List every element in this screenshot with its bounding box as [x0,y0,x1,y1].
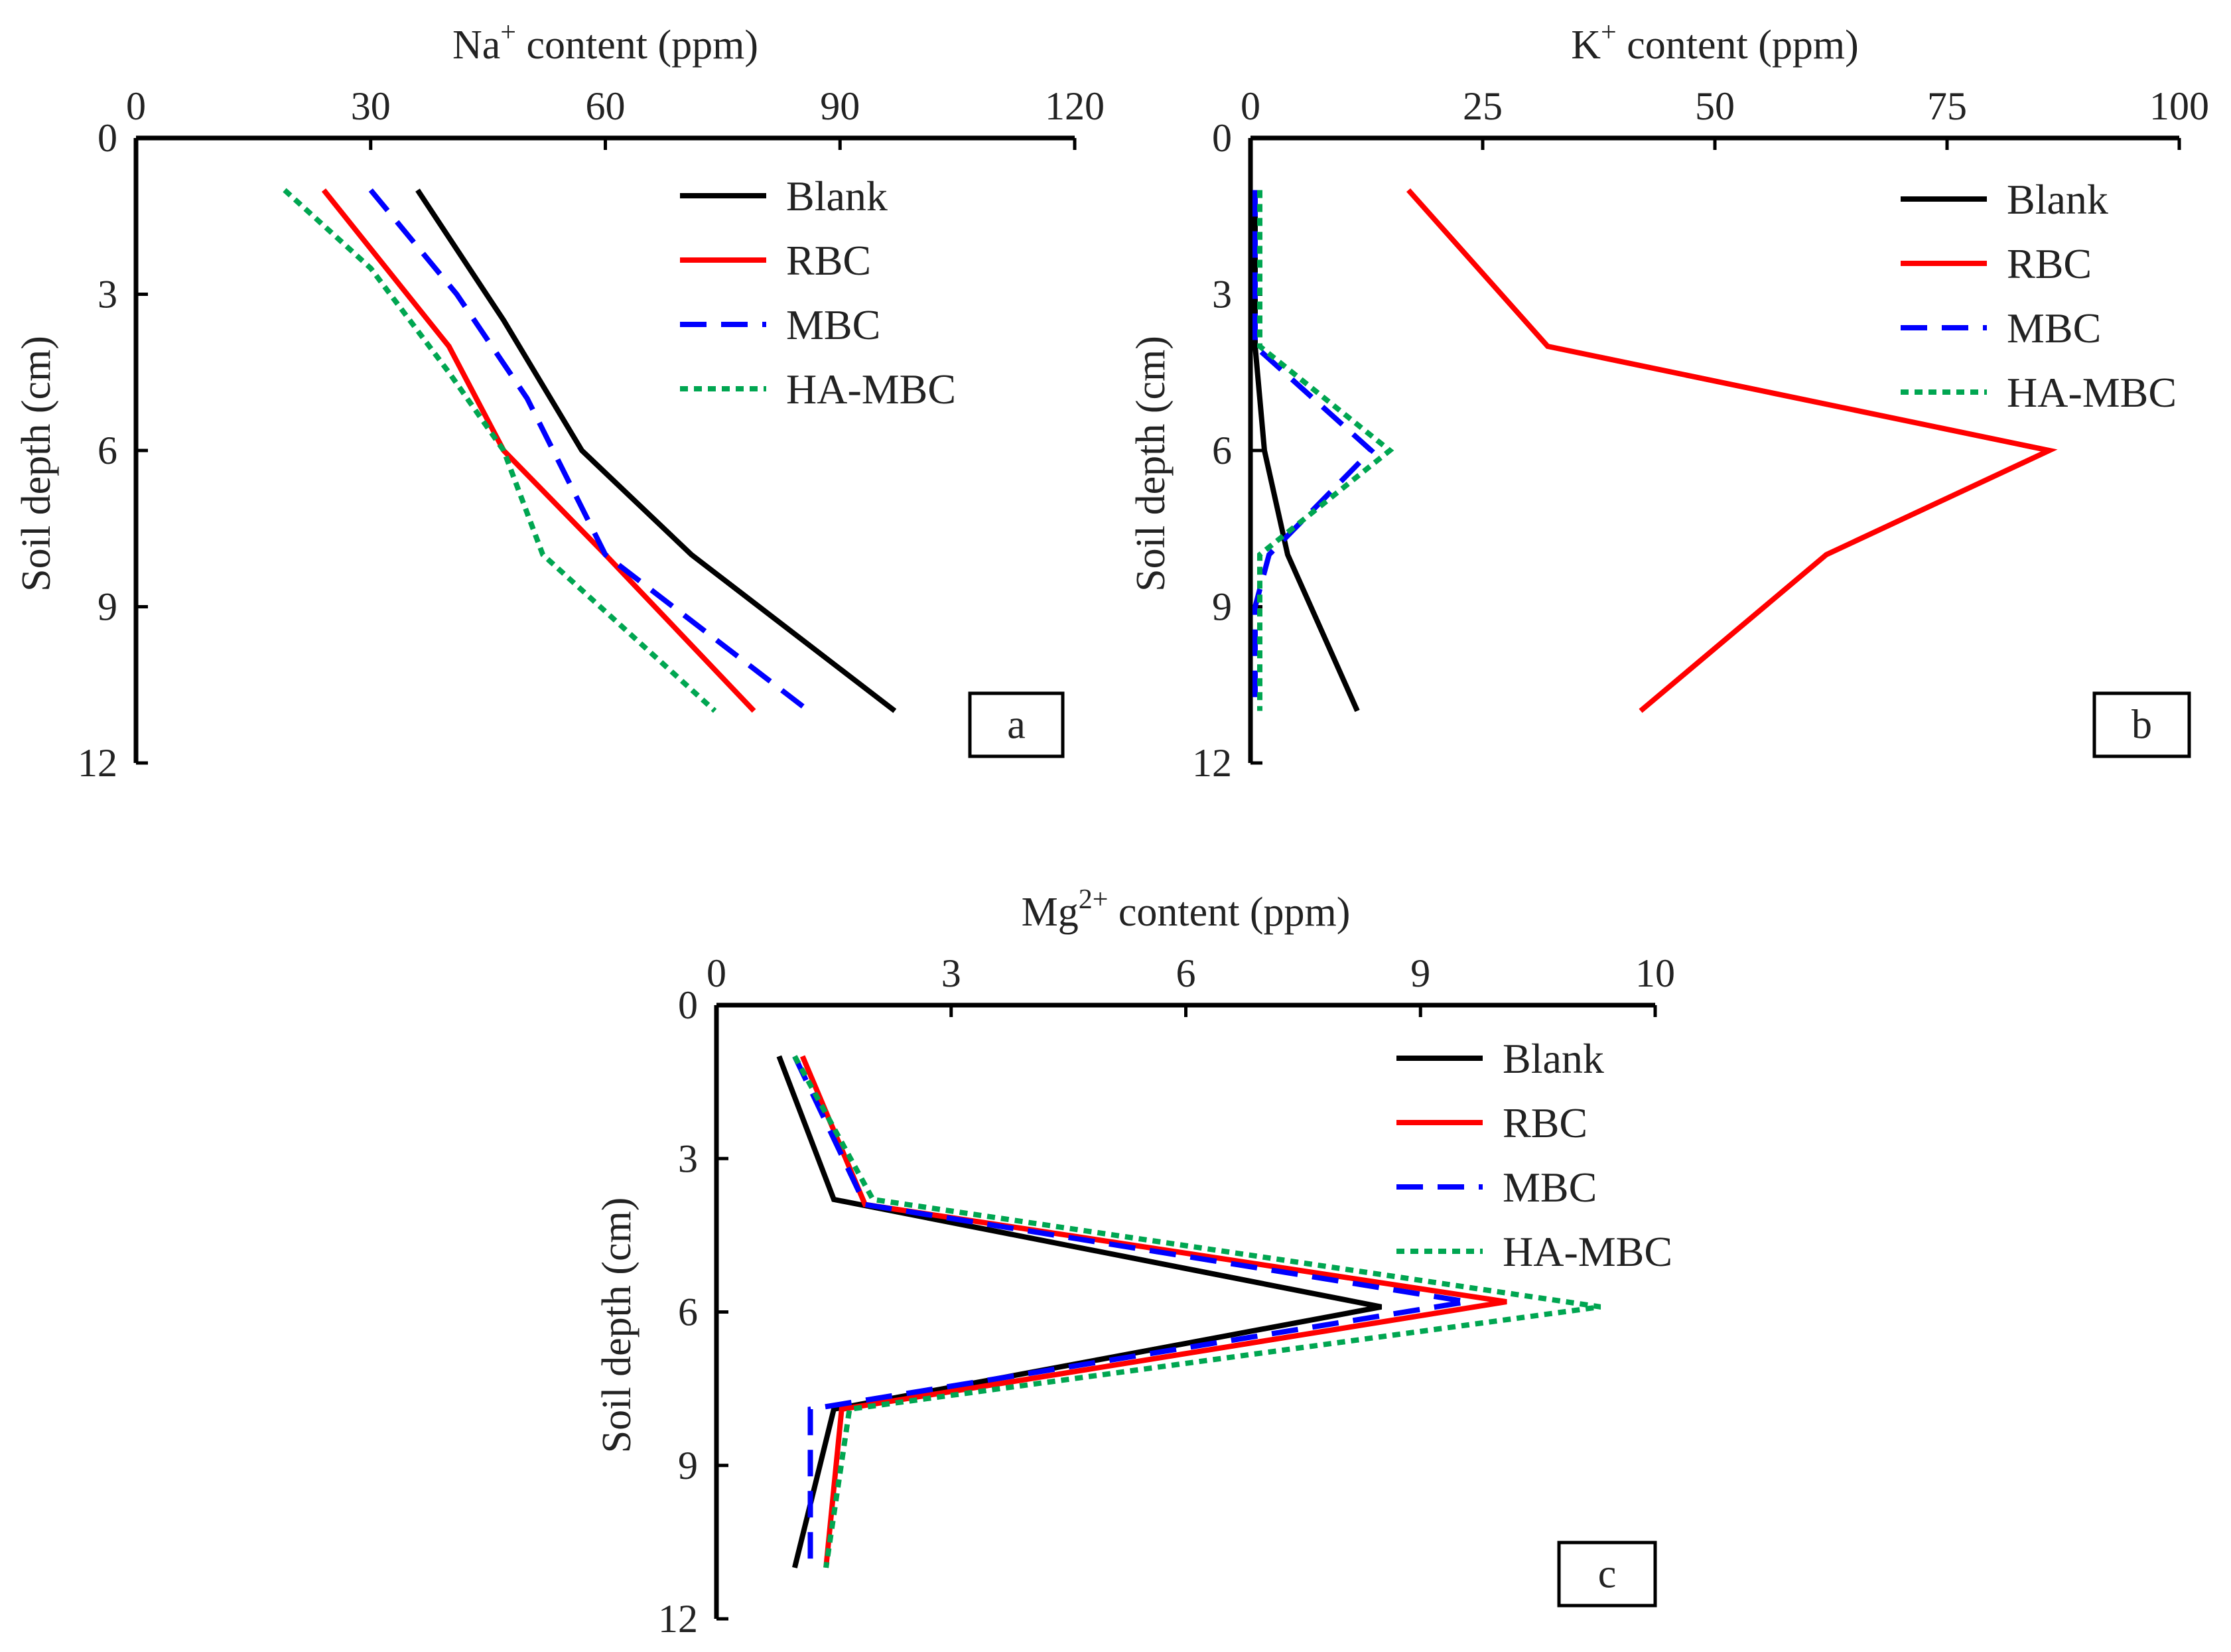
x-tick-label: 0 [1241,84,1260,128]
series-line-ha-mbc [283,188,717,713]
x-tick-label: 50 [1695,84,1735,128]
y-tick-label: 0 [1212,116,1232,160]
y-tick-label: 6 [678,1290,698,1334]
x-tick-label: 100 [2149,84,2209,128]
y-tick-label: 3 [1212,273,1232,316]
legend-label: MBC [2007,305,2101,352]
x-axis-title: K+ content (ppm) [1571,17,1858,68]
series-line-mbc [1252,190,1375,711]
x-tick-label: 30 [351,84,391,128]
panel-label-box [2092,691,2191,758]
y-tick-label: 3 [678,1136,698,1180]
x-tick-label: 3 [941,951,961,995]
series-line-mbc [368,188,811,713]
x-tick-label: 0 [707,951,726,995]
legend-label: MBC [786,301,880,348]
legend-label: Blank [2007,176,2108,223]
y-tick-label: 0 [98,116,117,160]
legend-label: MBC [1503,1164,1597,1211]
legend-label: HA-MBC [786,366,956,413]
y-tick-label: 12 [78,741,117,785]
series-line-rbc [321,188,756,713]
panel-label: b [2131,703,2152,748]
x-tick-label: 90 [820,84,860,128]
series-line-rbc [800,1055,1507,1568]
chart-panel-a: 0 30 60 90 120 0 3 6 9 12 Na+ content (ppm) Soil de… [14,17,1105,785]
y-axis-title: Soil depth (cm) [1128,336,1174,592]
x-axis-title: Na+ content (ppm) [452,17,758,68]
panel-label: a [1007,703,1026,748]
x-tick-label: 75 [1927,84,1967,128]
legend-label: RBC [1503,1099,1588,1146]
y-tick-label: 3 [98,273,117,316]
x-tick-label: 6 [1176,951,1196,995]
y-tick-label: 12 [658,1597,698,1641]
y-axis-title: Soil depth (cm) [594,1198,640,1454]
x-tick-label: 25 [1463,84,1503,128]
series-line-ha-mbc [792,1055,1601,1568]
chart-panel-b: 0 25 50 75 100 0 3 6 9 12 K+ content (ppm) Soil dep… [1128,17,2209,785]
x-tick-label: 120 [1045,84,1105,128]
x-tick-label: 60 [586,84,626,128]
y-tick-label: 9 [1212,585,1232,629]
y-axis-title: Soil depth (cm) [14,336,59,592]
x-tick-label: 0 [126,84,146,128]
series-line-mbc [792,1055,1468,1568]
y-tick-label: 6 [98,429,117,472]
y-tick-label: 0 [678,983,698,1027]
y-tick-label: 9 [98,585,117,629]
legend-label: HA-MBC [1503,1228,1672,1275]
panel-label: c [1598,1552,1617,1597]
legend-label: HA-MBC [2007,369,2177,416]
legend-label: Blank [1503,1035,1604,1082]
chart-panel-c: 0 3 6 9 10 0 3 6 9 12 Mg2+ content (ppm) Soil depth… [594,884,1675,1641]
y-tick-label: 9 [678,1444,698,1487]
series-line-blank [776,1055,1383,1568]
legend-label: RBC [2007,240,2092,287]
legend-label: RBC [786,237,871,284]
series-line-blank [415,188,897,713]
y-tick-label: 12 [1192,741,1232,785]
x-axis-title: Mg2+ content (ppm) [1022,884,1351,935]
panel-label-box [1557,1541,1657,1608]
x-tick-label: 9 [1410,951,1430,995]
series-line-blank [1252,190,1360,713]
y-tick-label: 6 [1212,429,1232,472]
x-tick-label: 10 [1635,951,1675,995]
legend-label: Blank [786,172,888,220]
series-line-ha-mbc [1257,190,1394,711]
series-line-rbc [1406,188,2058,713]
panel-label-box [968,691,1065,758]
